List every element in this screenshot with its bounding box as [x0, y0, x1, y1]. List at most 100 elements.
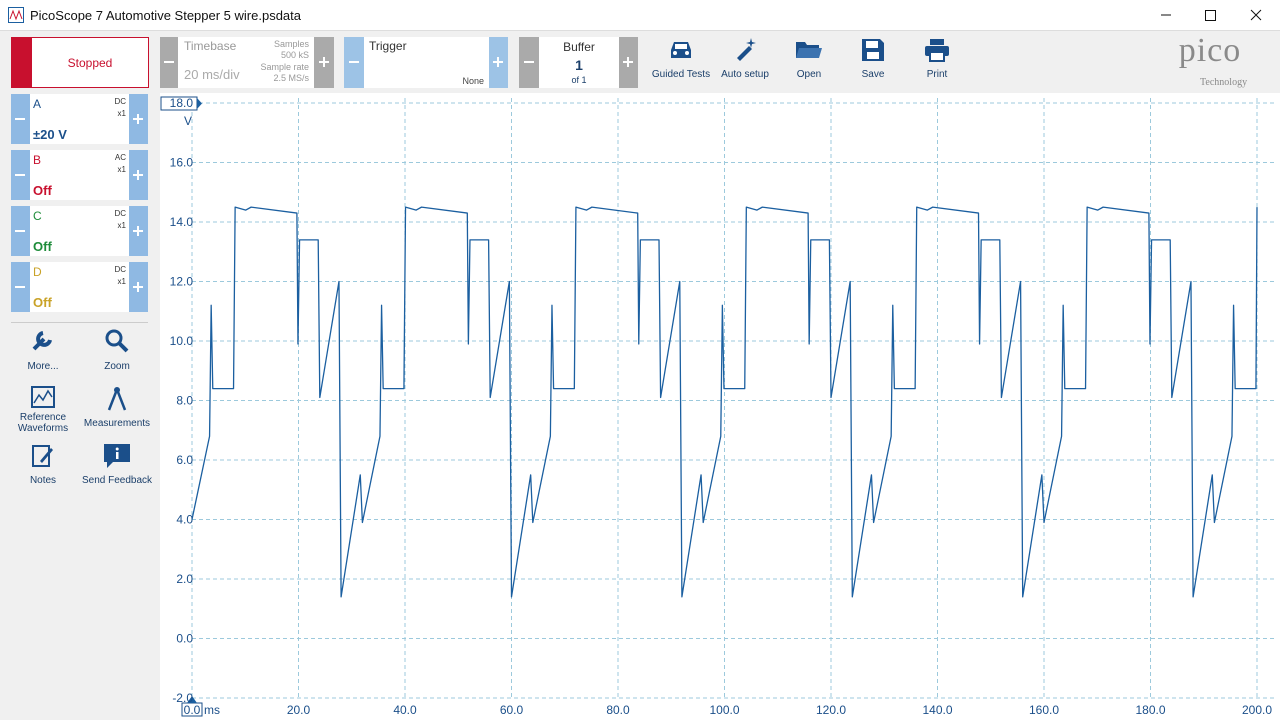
y-tick-label: 0.0	[176, 632, 193, 646]
buffer-control: Buffer 1 of 1	[519, 37, 638, 88]
sample-rate-value: 2.5 MS/s	[273, 73, 309, 83]
channel-coupling: DC	[114, 209, 126, 218]
more-button[interactable]: More...	[27, 361, 59, 372]
channel-probe: x1	[117, 277, 126, 286]
trigger-next[interactable]	[489, 37, 508, 88]
open-icon[interactable]	[795, 38, 823, 62]
save-button[interactable]: Save	[861, 69, 885, 80]
more-icon[interactable]	[31, 328, 55, 352]
maximize-button[interactable]	[1190, 4, 1230, 26]
trigger-control: Trigger None	[344, 37, 508, 88]
open-button[interactable]: Open	[796, 69, 822, 80]
auto-setup-icon[interactable]	[733, 36, 757, 62]
samples-label: Samples	[273, 39, 309, 49]
reference-waveforms-button[interactable]: Reference Waveforms	[17, 412, 69, 434]
measurements-icon[interactable]	[106, 386, 128, 412]
close-button[interactable]	[1236, 4, 1276, 26]
channel-range: Off	[33, 295, 52, 310]
notes-button[interactable]: Notes	[29, 475, 57, 486]
x-tick-label: 140.0	[922, 703, 952, 717]
channel-name: C	[33, 209, 42, 223]
reference-waveforms-icon[interactable]	[31, 386, 55, 408]
channel-increase[interactable]	[129, 150, 148, 200]
y-tick-label: 10.0	[170, 334, 194, 348]
channel-probe: x1	[117, 109, 126, 118]
y-tick-label: 8.0	[176, 394, 193, 408]
channel-card[interactable]: D DC x1 Off	[11, 262, 148, 312]
channel-name: A	[33, 97, 42, 111]
zoom-icon[interactable]	[104, 328, 130, 354]
auto-setup-button[interactable]: Auto setup	[721, 69, 769, 80]
trigger-marker	[187, 696, 197, 703]
y-tick-label: 16.0	[170, 156, 194, 170]
channel-card[interactable]: C DC x1 Off	[11, 206, 148, 256]
channel-decrease[interactable]	[11, 262, 30, 312]
channel-probe: x1	[117, 165, 126, 174]
minimize-button[interactable]	[1146, 4, 1186, 26]
print-icon[interactable]	[924, 38, 950, 62]
scope-view: -2.00.02.04.06.08.010.012.014.016.018.00…	[160, 93, 1280, 720]
y-tick-label: 4.0	[176, 513, 193, 527]
guided-tests-button[interactable]: Guided Tests	[651, 69, 711, 80]
guided-tests-icon[interactable]	[668, 38, 694, 62]
x-tick-label: 100.0	[709, 703, 739, 717]
x-axis-unit: ms	[204, 703, 220, 717]
channel-range: ±20 V	[33, 127, 67, 142]
timebase-value: 20 ms/div	[184, 67, 240, 82]
x-tick-label: 160.0	[1029, 703, 1059, 717]
run-stop-button[interactable]: Stopped	[11, 37, 149, 88]
y-tick-label: 2.0	[176, 572, 193, 586]
x-tick-label: 80.0	[606, 703, 630, 717]
channel-probe: x1	[117, 221, 126, 230]
channel-range: Off	[33, 239, 52, 254]
x-tick-label: 40.0	[393, 703, 417, 717]
x-tick-label: 200.0	[1242, 703, 1272, 717]
x-tick-label: 20.0	[287, 703, 311, 717]
channel-increase[interactable]	[129, 206, 148, 256]
send-feedback-icon[interactable]	[103, 443, 131, 469]
channel-decrease[interactable]	[11, 94, 30, 144]
measurements-button[interactable]: Measurements	[83, 418, 151, 429]
channel-coupling: DC	[114, 97, 126, 106]
channel-name: B	[33, 153, 42, 167]
window-title: PicoScope 7 Automotive Stepper 5 wire.ps…	[30, 8, 301, 23]
buffer-previous[interactable]	[519, 37, 539, 88]
y-tick-label: 12.0	[170, 275, 194, 289]
print-button[interactable]: Print	[926, 69, 948, 80]
x-tick-label: 120.0	[816, 703, 846, 717]
timebase-increase[interactable]	[314, 37, 334, 89]
trigger-previous[interactable]	[344, 37, 364, 88]
status-label: Stopped	[67, 56, 113, 70]
x-tick-label: 0.0	[184, 703, 201, 717]
buffer-value: 1	[575, 57, 583, 73]
timebase-decrease[interactable]	[160, 37, 180, 89]
notes-icon[interactable]	[32, 444, 54, 468]
save-icon[interactable]	[861, 38, 885, 62]
timebase-label: Timebase	[184, 39, 237, 53]
buffer-label: Buffer	[563, 40, 595, 54]
y-tick-label: -2.0	[172, 691, 193, 705]
channel-card[interactable]: B AC x1 Off	[11, 150, 148, 200]
y-tick-label: 14.0	[170, 215, 194, 229]
channel-increase[interactable]	[129, 262, 148, 312]
logo-brand: pico	[1178, 32, 1242, 69]
waveform	[191, 206, 1258, 598]
channel-decrease[interactable]	[11, 206, 30, 256]
separator	[11, 322, 148, 323]
y-tick-label: 18.0	[170, 96, 194, 110]
x-tick-label: 180.0	[1135, 703, 1165, 717]
x-tick-label: 60.0	[500, 703, 524, 717]
channel-coupling: DC	[114, 265, 126, 274]
buffer-next[interactable]	[619, 37, 638, 88]
samples-value: 500 kS	[280, 50, 309, 60]
axis-arrow	[197, 98, 202, 109]
send-feedback-button[interactable]: Send Feedback	[81, 475, 153, 486]
channel-name: D	[33, 265, 42, 279]
zoom-button[interactable]: Zoom	[104, 361, 130, 372]
timebase-control: Timebase 20 ms/div Samples 500 kS Sample…	[160, 37, 334, 88]
channel-range: Off	[33, 183, 52, 198]
channel-decrease[interactable]	[11, 150, 30, 200]
channel-increase[interactable]	[129, 94, 148, 144]
channel-card[interactable]: A DC x1 ±20 V	[11, 94, 148, 144]
